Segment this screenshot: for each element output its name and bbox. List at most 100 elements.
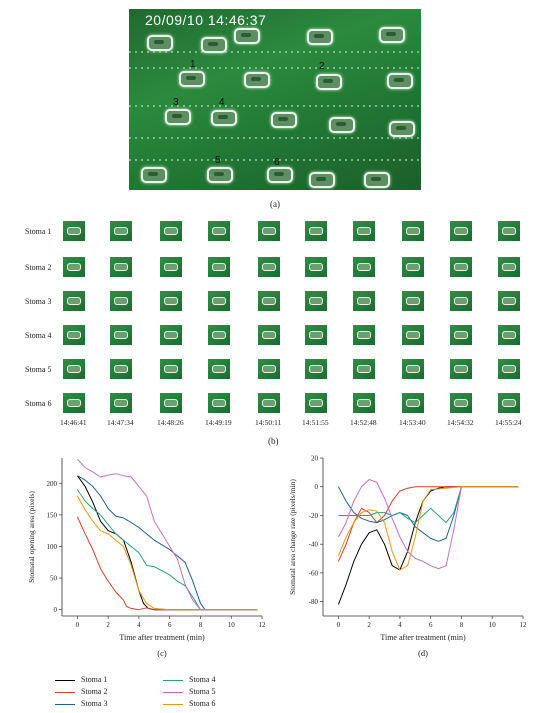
stoma-tile xyxy=(160,221,182,241)
row-label: Stoma 5 xyxy=(25,365,52,374)
legend-item: Stoma 4 xyxy=(163,675,215,684)
legend-swatch xyxy=(55,691,75,693)
time-label: 14:51:55 xyxy=(302,418,329,427)
stoma-tile xyxy=(160,257,182,277)
stoma-tile xyxy=(402,257,424,277)
time-label: 14:53:40 xyxy=(399,418,426,427)
stoma-tile xyxy=(208,393,230,413)
caption-b: (b) xyxy=(268,436,279,446)
series-line-stoma-5 xyxy=(337,479,519,570)
legend-label: Stoma 3 xyxy=(81,699,108,708)
stoma-tile xyxy=(63,325,85,345)
y-tick-label: 0 xyxy=(315,483,319,491)
x-tick-label: 4 xyxy=(137,621,141,629)
stoma-tile xyxy=(498,257,520,277)
x-tick-label: 10 xyxy=(489,621,497,629)
legend-item: Stoma 1 xyxy=(55,675,107,684)
time-label: 14:47:34 xyxy=(107,418,134,427)
time-label: 14:50:11 xyxy=(255,418,282,427)
row-label: Stoma 2 xyxy=(25,263,52,272)
stoma-tile xyxy=(402,221,424,241)
stoma-tile xyxy=(305,257,327,277)
x-tick-label: 2 xyxy=(367,621,371,629)
x-tick-label: 0 xyxy=(337,621,341,629)
legend-swatch xyxy=(163,703,183,705)
series-line-stoma-3 xyxy=(77,475,258,611)
legend-item: Stoma 2 xyxy=(55,687,107,696)
legend-label: Stoma 5 xyxy=(189,687,216,696)
stoma-tile xyxy=(498,359,520,379)
y-tick-label: -40 xyxy=(309,541,319,549)
stoma-tile xyxy=(305,393,327,413)
row-label: Stoma 4 xyxy=(25,331,52,340)
stoma-tile xyxy=(305,221,327,241)
legend-item: Stoma 3 xyxy=(55,699,107,708)
x-tick-label: 12 xyxy=(259,621,267,629)
y-tick-label: 0 xyxy=(54,606,58,614)
stoma-tile xyxy=(498,393,520,413)
stoma-tile xyxy=(353,221,375,241)
stoma-tile xyxy=(498,325,520,345)
series-line-stoma-2 xyxy=(337,486,519,562)
series-line-stoma-2 xyxy=(76,516,258,611)
series-line-stoma-1 xyxy=(337,486,519,605)
stoma-tile xyxy=(208,359,230,379)
stoma-tile-grid: Stoma 1 Stoma 2 Stoma 3 Stoma 4 Stoma 5 Stoma… xyxy=(0,215,548,430)
stoma-tile xyxy=(110,359,132,379)
legend-label: Stoma 2 xyxy=(81,687,108,696)
stoma-tile xyxy=(63,359,85,379)
stoma-tile xyxy=(160,325,182,345)
y-tick-label: 50 xyxy=(50,575,58,583)
x-tick-label: 6 xyxy=(168,621,172,629)
stoma-tile xyxy=(305,291,327,311)
stomata-photo: 20/09/10 14:46:37 1 2 3 4 5 6 xyxy=(129,9,421,190)
stoma-tile xyxy=(110,393,132,413)
y-tick-label: 200 xyxy=(47,480,58,488)
stoma-tile xyxy=(160,291,182,311)
photo-timestamp: 20/09/10 14:46:37 xyxy=(145,12,267,28)
y-tick-label: 150 xyxy=(47,511,58,519)
series-line-stoma-6 xyxy=(337,486,519,571)
stoma-marker-6: 6 xyxy=(274,157,280,168)
stoma-tile xyxy=(110,291,132,311)
x-tick-label: 4 xyxy=(398,621,402,629)
stoma-tile xyxy=(450,393,472,413)
stoma-tile xyxy=(450,291,472,311)
x-tick-label: 10 xyxy=(228,621,236,629)
time-label: 14:52:48 xyxy=(350,418,377,427)
stoma-tile xyxy=(353,393,375,413)
stoma-tile xyxy=(258,291,280,311)
stoma-tile xyxy=(402,291,424,311)
stoma-tile xyxy=(208,325,230,345)
time-label: 14:46:41 xyxy=(60,418,87,427)
stoma-tile xyxy=(450,221,472,241)
stoma-tile xyxy=(258,359,280,379)
stoma-tile xyxy=(402,325,424,345)
stoma-tile xyxy=(305,325,327,345)
chart-caption: (c) xyxy=(157,648,167,658)
stoma-tile xyxy=(353,325,375,345)
legend-label: Stoma 1 xyxy=(81,675,108,684)
series-line-stoma-6 xyxy=(76,495,258,611)
stoma-tile xyxy=(160,393,182,413)
stoma-tile xyxy=(353,291,375,311)
stoma-tile xyxy=(208,257,230,277)
stoma-tile xyxy=(498,221,520,241)
row-label: Stoma 1 xyxy=(25,227,52,236)
chart-legend: Stoma 1 Stoma 2 Stoma 3 Stoma 4 Stoma 5 Stoma… xyxy=(55,675,305,711)
stoma-tile xyxy=(208,291,230,311)
chart-d-change-rate: -80 -60 -40 -20 0 20 0 2 4 6 8 10 12 Time after treat… xyxy=(288,455,527,659)
legend-swatch xyxy=(55,679,75,681)
time-label: 14:55:24 xyxy=(495,418,522,427)
stoma-tile xyxy=(305,359,327,379)
legend-swatch xyxy=(55,703,75,705)
stoma-tile xyxy=(110,221,132,241)
chart-c-opening-area: 0 50 100 150 200 0 2 4 6 8 10 12 Time after treatmen… xyxy=(27,458,267,658)
legend-label: Stoma 6 xyxy=(189,699,216,708)
stoma-tile xyxy=(258,257,280,277)
stoma-marker-2: 2 xyxy=(319,61,325,72)
x-tick-label: 0 xyxy=(76,621,80,629)
x-tick-label: 8 xyxy=(199,621,203,629)
chart-caption: (d) xyxy=(418,648,428,658)
stoma-tile xyxy=(498,291,520,311)
